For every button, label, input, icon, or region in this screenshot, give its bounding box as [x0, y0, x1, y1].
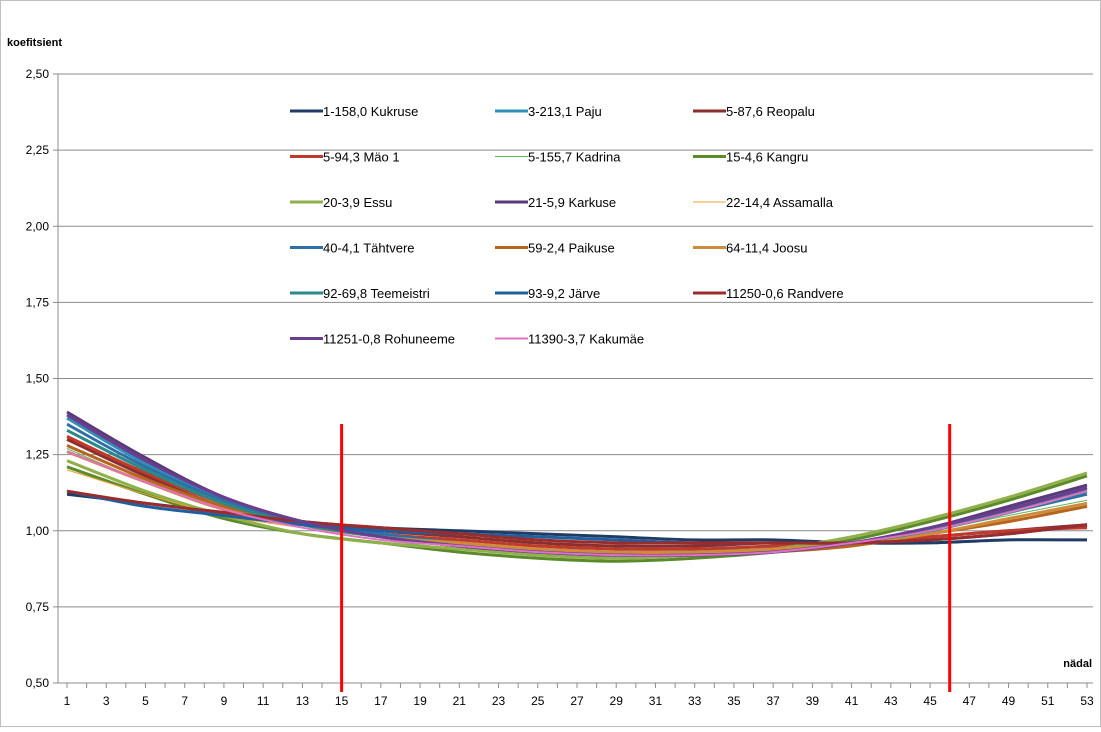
x-tick-label: 33 — [688, 694, 702, 708]
legend-label-16: 11251-0,8 Rohuneeme — [323, 332, 455, 347]
y-tick-label: 2,25 — [26, 143, 50, 157]
legend-label-6: 15-4,6 Kangru — [726, 150, 808, 165]
x-tick-label: 37 — [766, 694, 780, 708]
y-tick-label: 1,25 — [26, 448, 50, 462]
x-tick-label: 25 — [531, 694, 545, 708]
x-tick-label: 53 — [1080, 694, 1094, 708]
series-lines — [66, 410, 1088, 563]
y-tick-label: 0,75 — [26, 600, 50, 614]
x-tick-label: 47 — [963, 694, 977, 708]
legend-label-15: 11250-0,6 Randvere — [726, 286, 844, 301]
x-tick-label: 29 — [610, 694, 624, 708]
x-tick-label: 11 — [257, 694, 270, 708]
series-line-17 — [66, 450, 1088, 557]
x-tick-label: 45 — [923, 694, 937, 708]
legend-label-7: 20-3,9 Essu — [323, 195, 392, 210]
x-tick-label: 35 — [727, 694, 741, 708]
x-tick-label: 7 — [181, 694, 188, 708]
x-tick-label: 5 — [142, 694, 149, 708]
x-tick-label: 43 — [884, 694, 898, 708]
x-tick-label: 9 — [221, 694, 228, 708]
legend-label-1: 1-158,0 Kukruse — [323, 104, 418, 119]
series-line-6 — [66, 465, 1088, 563]
legend-label-14: 93-9,2 Järve — [528, 286, 600, 301]
x-tick-label: 41 — [845, 694, 859, 708]
legend-label-2: 3-213,1 Paju — [528, 104, 602, 119]
legend-label-11: 59-2,4 Paikuse — [528, 241, 615, 256]
vertical-markers — [340, 424, 952, 692]
series-line-15 — [66, 489, 1088, 545]
x-tick-label: 21 — [453, 694, 467, 708]
x-tick-label: 15 — [335, 694, 349, 708]
y-axis-title: koefitsient — [7, 37, 62, 49]
x-tick-label: 49 — [1002, 694, 1016, 708]
legend-label-3: 5-87,6 Reopalu — [726, 104, 815, 119]
x-tick-label: 27 — [570, 694, 584, 708]
y-tick-label: 1,50 — [26, 372, 50, 386]
y-tick-label: 2,50 — [26, 67, 50, 81]
legend-label-8: 21-5,9 Karkuse — [528, 195, 616, 210]
x-tick-label: 13 — [296, 694, 310, 708]
x-tick-label: 1 — [64, 694, 71, 708]
legend-label-12: 64-11,4 Joosu — [726, 241, 807, 256]
axes: 0,500,751,001,251,501,752,002,252,501 3 5 7… — [26, 67, 1094, 708]
y-tick-label: 0,50 — [26, 676, 50, 690]
legend: 1-158,0 Kukruse 3-213,1 Paju 5-87,6 Reopal… — [290, 104, 844, 347]
legend-label-5: 5-155,7 Kadrina — [528, 150, 621, 165]
legend-label-9: 22-14,4 Assamalla — [726, 195, 834, 210]
x-axis-title: nädal — [1063, 658, 1092, 670]
x-tick-label: 31 — [649, 694, 663, 708]
y-tick-label: 1,75 — [26, 295, 50, 309]
x-tick-label: 51 — [1041, 694, 1055, 708]
legend-label-4: 5-94,3 Mäo 1 — [323, 150, 400, 165]
x-tick-label: 39 — [806, 694, 820, 708]
x-tick-label: 3 — [103, 694, 110, 708]
y-tick-label: 1,00 — [26, 524, 50, 538]
legend-label-17: 11390-3,7 Kakumäe — [528, 332, 644, 347]
x-tick-label: 23 — [492, 694, 506, 708]
x-tick-label: 17 — [374, 694, 388, 708]
legend-label-10: 40-4,1 Tähtvere — [323, 241, 415, 256]
y-tick-label: 2,00 — [26, 219, 50, 233]
legend-label-13: 92-69,8 Teemeistri — [323, 286, 430, 301]
x-tick-label: 19 — [413, 694, 427, 708]
